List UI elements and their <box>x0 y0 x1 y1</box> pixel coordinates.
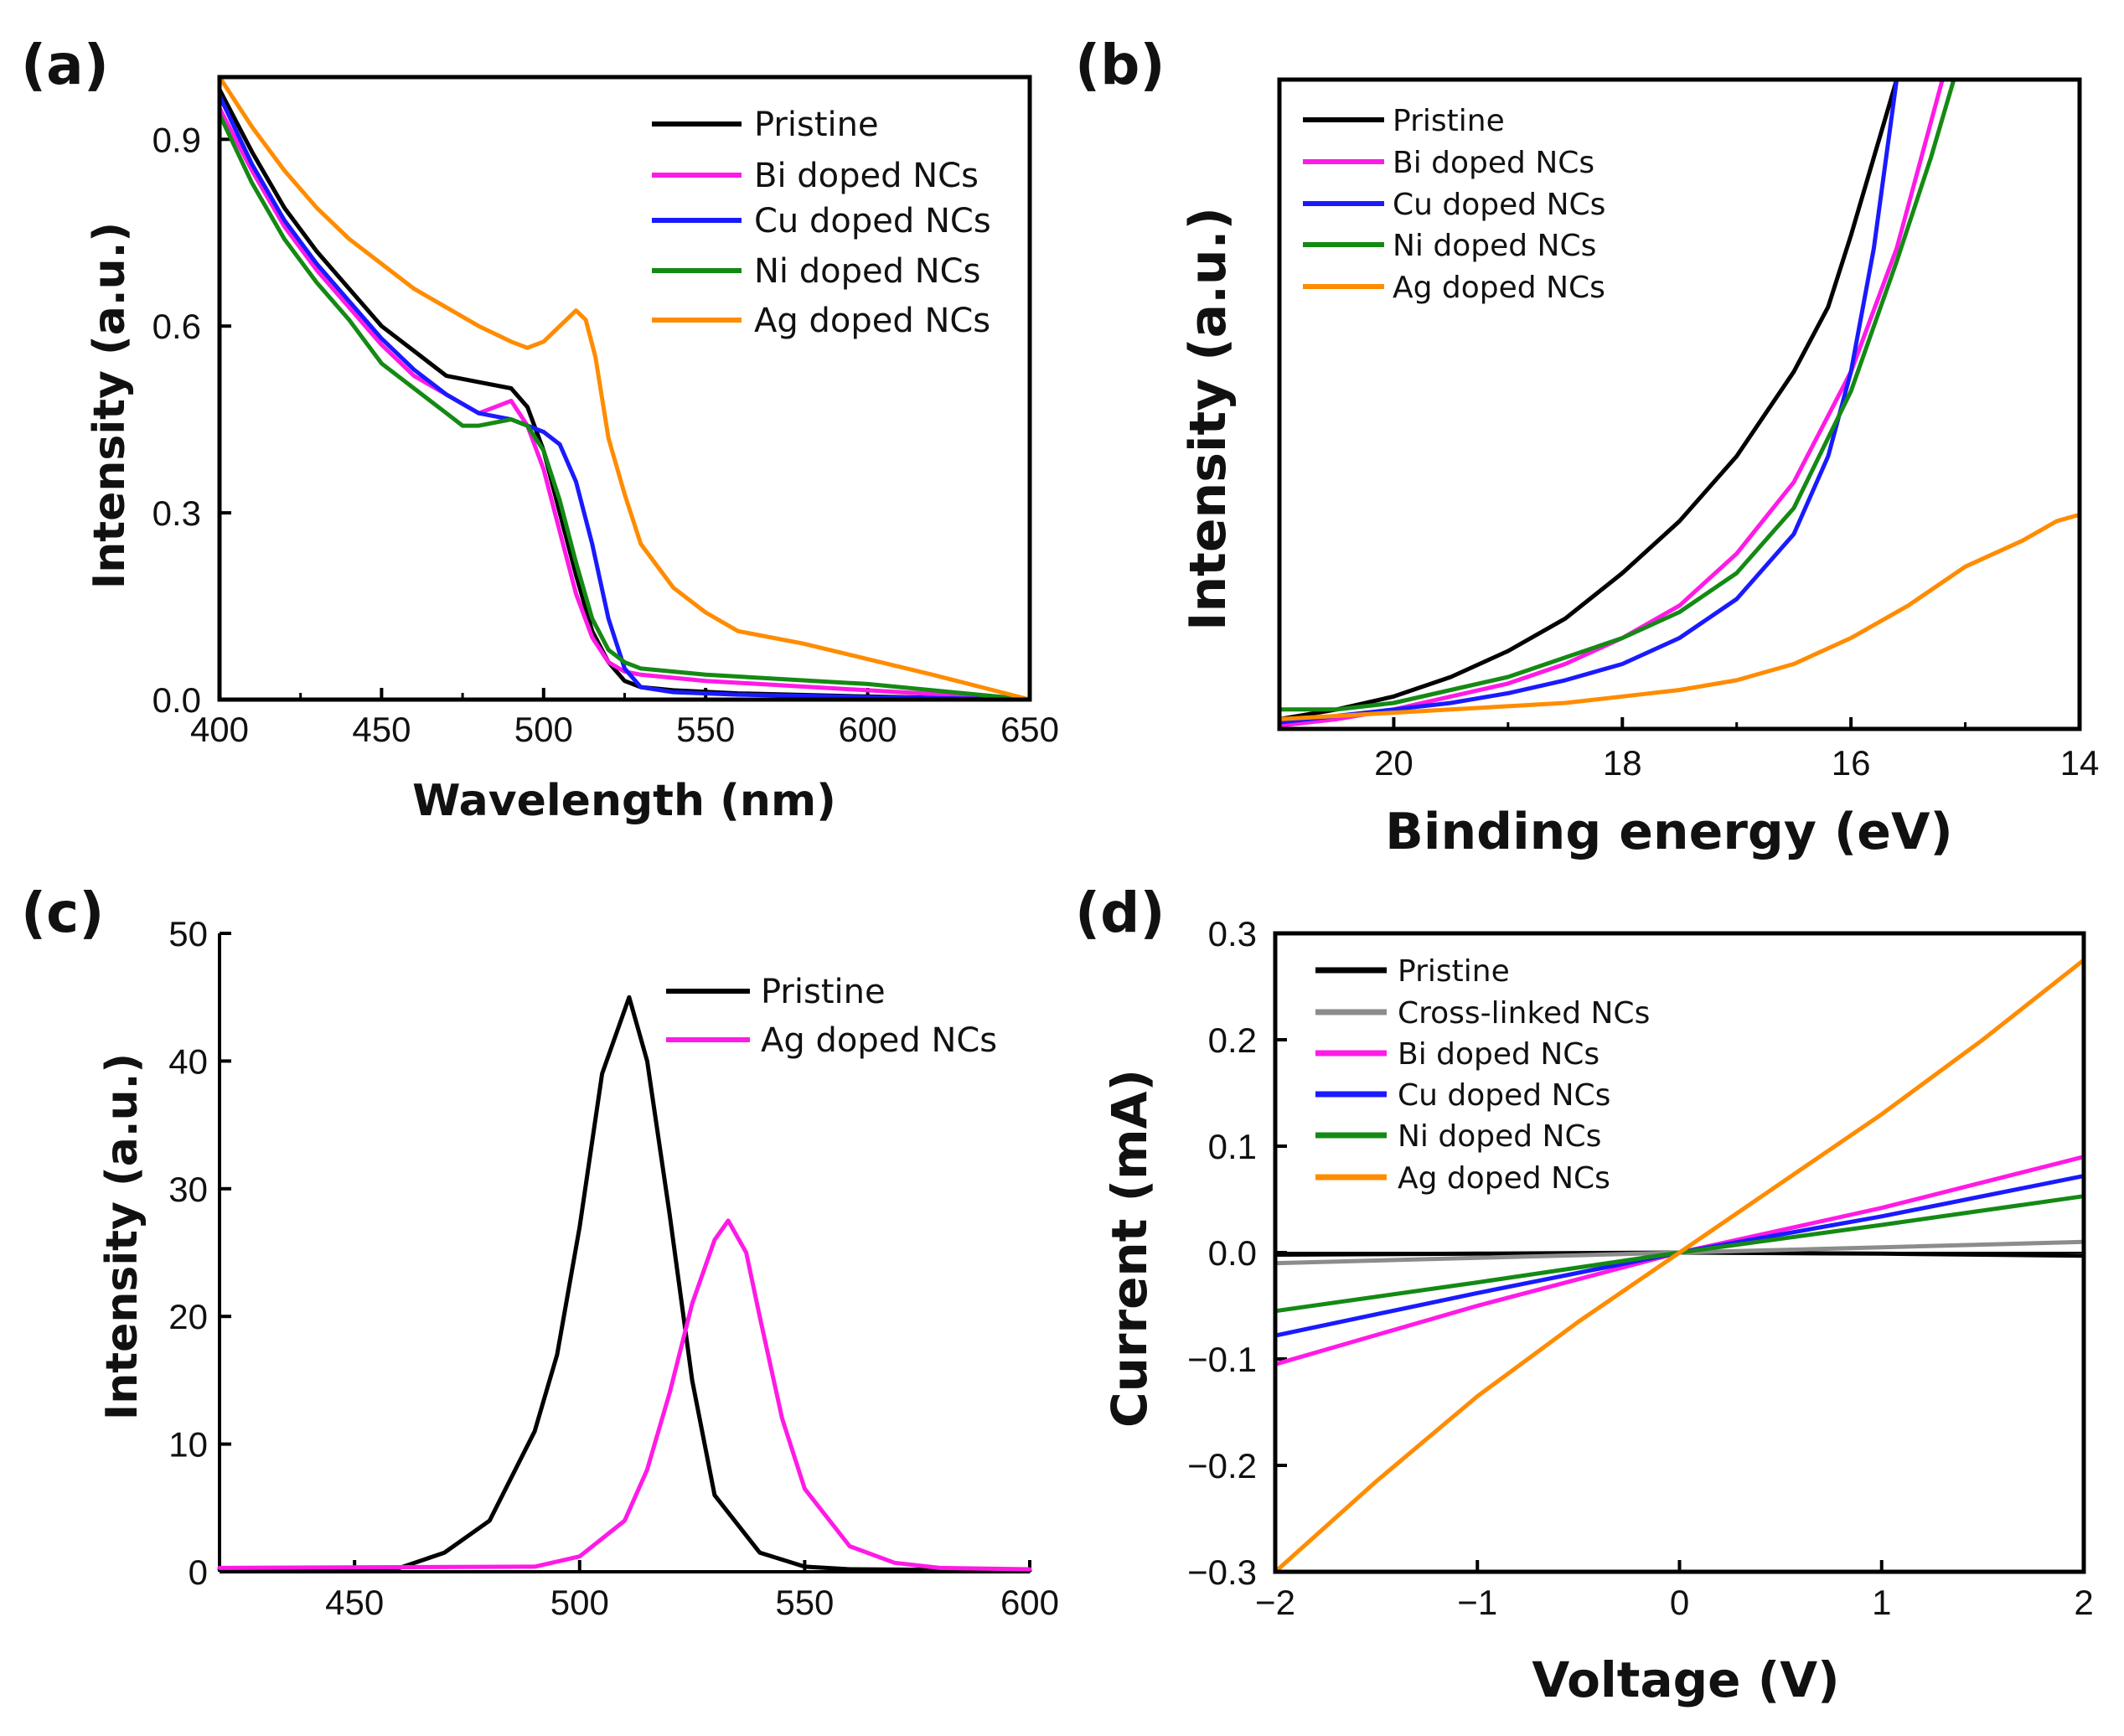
panel-d-series-ag-doped-ncs <box>1273 958 2086 1574</box>
panel-c-xtick-label: 550 <box>775 1583 834 1622</box>
legend-a-cu: Cu doped NCs <box>754 202 991 240</box>
panel-b-series-ni-doped-ncs <box>1277 77 1956 712</box>
panel-c-xtick-label: 500 <box>550 1583 609 1622</box>
panel-d-legend: Pristine Cross-linked NCs Bi doped NCs C… <box>1315 954 1650 1196</box>
panel-c: (c) Intensity (a.u.) 450 500 550 600 0 10 20 30… <box>21 881 1059 1622</box>
legend-a-pristine: Pristine <box>754 106 879 144</box>
panel-d-ytick-label: −0.1 <box>1187 1340 1257 1379</box>
panel-d-ticks: −2 −1 0 1 2 0.3 0.2 0.1 0.0 −0.1 −0.2 −0.3 <box>1187 914 2094 1622</box>
panel-a-label: (a) <box>21 33 109 97</box>
legend-d-cross: Cross-linked NCs <box>1398 996 1650 1031</box>
panel-d-ytick-label: −0.3 <box>1187 1553 1257 1592</box>
panel-c-ytick-label: 20 <box>168 1297 208 1336</box>
panel-b-xlabel: Binding energy (eV) <box>1385 803 1953 861</box>
panel-c-ytick-label: 30 <box>168 1170 208 1209</box>
legend-b-pristine: Pristine <box>1393 104 1505 138</box>
panel-d-ytick-label: 0.0 <box>1208 1233 1257 1273</box>
panel-b-series-cu-doped-ncs <box>1277 77 1899 725</box>
legend-a-bi: Bi doped NCs <box>754 157 979 195</box>
panel-d-ylabel: Current (mA) <box>1101 1069 1158 1428</box>
panel-d-xtick-label: 2 <box>2074 1583 2093 1622</box>
legend-a-ni: Ni doped NCs <box>754 252 980 291</box>
panel-a-series-bi-doped-ncs <box>217 106 1032 702</box>
legend-d-cu: Cu doped NCs <box>1398 1078 1610 1113</box>
panel-b-frame <box>1277 77 2082 731</box>
panel-a-series-ag-doped-ncs <box>217 75 1032 702</box>
panel-b: (b) Intensity (a.u.) Binding energy (eV)… <box>1075 33 2099 861</box>
panel-b-xtick-label: 20 <box>1374 743 1413 783</box>
panel-c-xtick-label: 450 <box>325 1583 384 1622</box>
panel-d-xtick-label: −2 <box>1255 1583 1295 1622</box>
legend-c-pristine: Pristine <box>761 973 886 1011</box>
panel-c-xtick-label: 600 <box>1000 1583 1059 1622</box>
panel-d-series <box>1273 958 2086 1574</box>
panel-c-legend: Pristine Ag doped NCs <box>666 973 997 1060</box>
panel-a-ytick-label: 0.9 <box>152 120 201 159</box>
panel-d-ytick-label: 0.2 <box>1208 1020 1257 1060</box>
legend-c-ag: Ag doped NCs <box>761 1021 997 1060</box>
panel-d-label: (d) <box>1075 881 1165 945</box>
panel-b-series <box>1277 77 2082 728</box>
panel-d-frame <box>1273 931 2086 1574</box>
panel-c-label: (c) <box>21 881 104 945</box>
panel-b-series-ag-doped-ncs <box>1277 512 2082 721</box>
panel-a-series-cu-doped-ncs <box>217 93 1032 702</box>
panel-a-ticks: 400 450 500 550 600 650 0.0 0.3 0.6 0.9 <box>152 120 1059 749</box>
panel-a-xtick-label: 500 <box>514 710 573 749</box>
panel-d-ytick-label: −0.2 <box>1187 1446 1257 1485</box>
legend-d-pristine: Pristine <box>1398 954 1510 989</box>
panel-c-ytick-label: 50 <box>168 914 208 953</box>
panel-b-ylabel: Intensity (a.u.) <box>1179 207 1238 631</box>
panel-a-legend: Pristine Bi doped NCs Cu doped NCs Ni do… <box>652 106 991 340</box>
panel-a-frame <box>217 75 1032 702</box>
panel-a-xtick-label: 450 <box>352 710 411 749</box>
panel-d-xtick-label: 1 <box>1872 1583 1891 1622</box>
legend-d-bi: Bi doped NCs <box>1398 1037 1599 1072</box>
panel-d: (d) Current (mA) Voltage (V) −2 −1 0 1 2 0.3 0… <box>1075 881 2094 1708</box>
panel-c-ytick-label: 0 <box>189 1553 208 1592</box>
panel-a-series <box>217 75 1032 702</box>
panel-a-xlabel: Wavelength (nm) <box>412 776 836 826</box>
panel-c-series <box>217 995 1032 1573</box>
panel-d-xlabel: Voltage (V) <box>1532 1651 1839 1708</box>
legend-b-bi: Bi doped NCs <box>1393 146 1594 180</box>
legend-b-cu: Cu doped NCs <box>1393 188 1605 222</box>
panel-a: (a) Intensity (a.u.) Wavelength (nm) 400… <box>21 33 1059 826</box>
panel-a-ytick-label: 0.0 <box>152 680 201 720</box>
legend-a-ag: Ag doped NCs <box>754 302 990 340</box>
panel-d-ytick-label: 0.1 <box>1208 1127 1257 1166</box>
panel-d-ytick-label: 0.3 <box>1208 914 1257 953</box>
panel-b-xtick-label: 14 <box>2060 743 2100 783</box>
legend-d-ag: Ag doped NCs <box>1398 1161 1610 1196</box>
legend-b-ag: Ag doped NCs <box>1393 271 1605 305</box>
panel-a-xtick-label: 600 <box>839 710 897 749</box>
panel-c-series-ag-doped-ncs <box>217 1218 1032 1572</box>
panel-c-ytick-label: 40 <box>168 1041 208 1081</box>
panel-c-ticks: 450 500 550 600 0 10 20 30 40 50 <box>168 914 1059 1622</box>
panel-b-legend: Pristine Bi doped NCs Cu doped NCs Ni do… <box>1303 104 1605 305</box>
panel-a-xtick-label: 400 <box>190 710 249 749</box>
panel-b-xtick-label: 16 <box>1832 743 1871 783</box>
panel-a-series-ni-doped-ncs <box>217 112 1032 702</box>
panel-b-series-pristine <box>1277 77 1899 721</box>
panel-d-xtick-label: −1 <box>1457 1583 1497 1622</box>
panel-a-xtick-label: 550 <box>676 710 735 749</box>
legend-b-ni: Ni doped NCs <box>1393 229 1596 263</box>
panel-b-xtick-label: 18 <box>1603 743 1642 783</box>
panel-d-xtick-label: 0 <box>1670 1583 1689 1622</box>
panel-a-ytick-label: 0.6 <box>152 307 201 346</box>
panel-a-ylabel: Intensity (a.u.) <box>85 222 135 589</box>
panel-a-ytick-label: 0.3 <box>152 493 201 533</box>
panel-a-xtick-label: 650 <box>1000 710 1059 749</box>
panel-b-label: (b) <box>1075 33 1165 97</box>
panel-c-series-pristine <box>217 995 1032 1573</box>
legend-d-ni: Ni doped NCs <box>1398 1119 1601 1154</box>
panel-c-ylabel: Intensity (a.u.) <box>97 1053 147 1420</box>
panel-c-ytick-label: 10 <box>168 1425 208 1465</box>
